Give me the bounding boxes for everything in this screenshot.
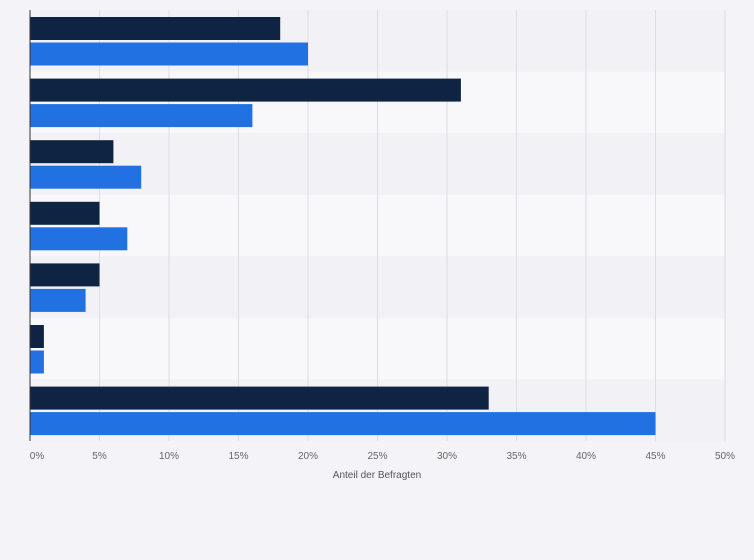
x-axis-title: Anteil der Befragten: [333, 470, 421, 481]
bar: [30, 165, 142, 189]
x-tick-label: 45%: [645, 451, 665, 462]
bar: [30, 42, 308, 66]
x-tick-label: 50%: [715, 451, 735, 462]
bar: [30, 263, 100, 287]
bar: [30, 412, 656, 436]
bar: [30, 140, 114, 164]
x-tick-label: 10%: [159, 451, 179, 462]
bar: [30, 227, 128, 251]
bar: [30, 325, 44, 348]
x-tick-label: 15%: [228, 451, 248, 462]
bar: [30, 350, 44, 374]
x-tick-label: 25%: [367, 451, 387, 462]
bar: [30, 201, 100, 225]
x-tick-label: 35%: [506, 451, 526, 462]
x-tick-label: 0%: [30, 451, 45, 462]
bar: [30, 78, 461, 102]
bar: [30, 104, 253, 128]
x-tick-label: 5%: [92, 451, 107, 462]
bar: [30, 288, 86, 312]
x-tick-label: 40%: [576, 451, 596, 462]
bar: [30, 17, 281, 40]
bar: [30, 386, 489, 410]
bars: [30, 17, 656, 436]
x-tick-labels: 0% 5% 10% 15% 20% 25% 30% 35% 40% 45% 50%: [30, 451, 735, 462]
x-tick-label: 20%: [298, 451, 318, 462]
x-tick-label: 30%: [437, 451, 457, 462]
